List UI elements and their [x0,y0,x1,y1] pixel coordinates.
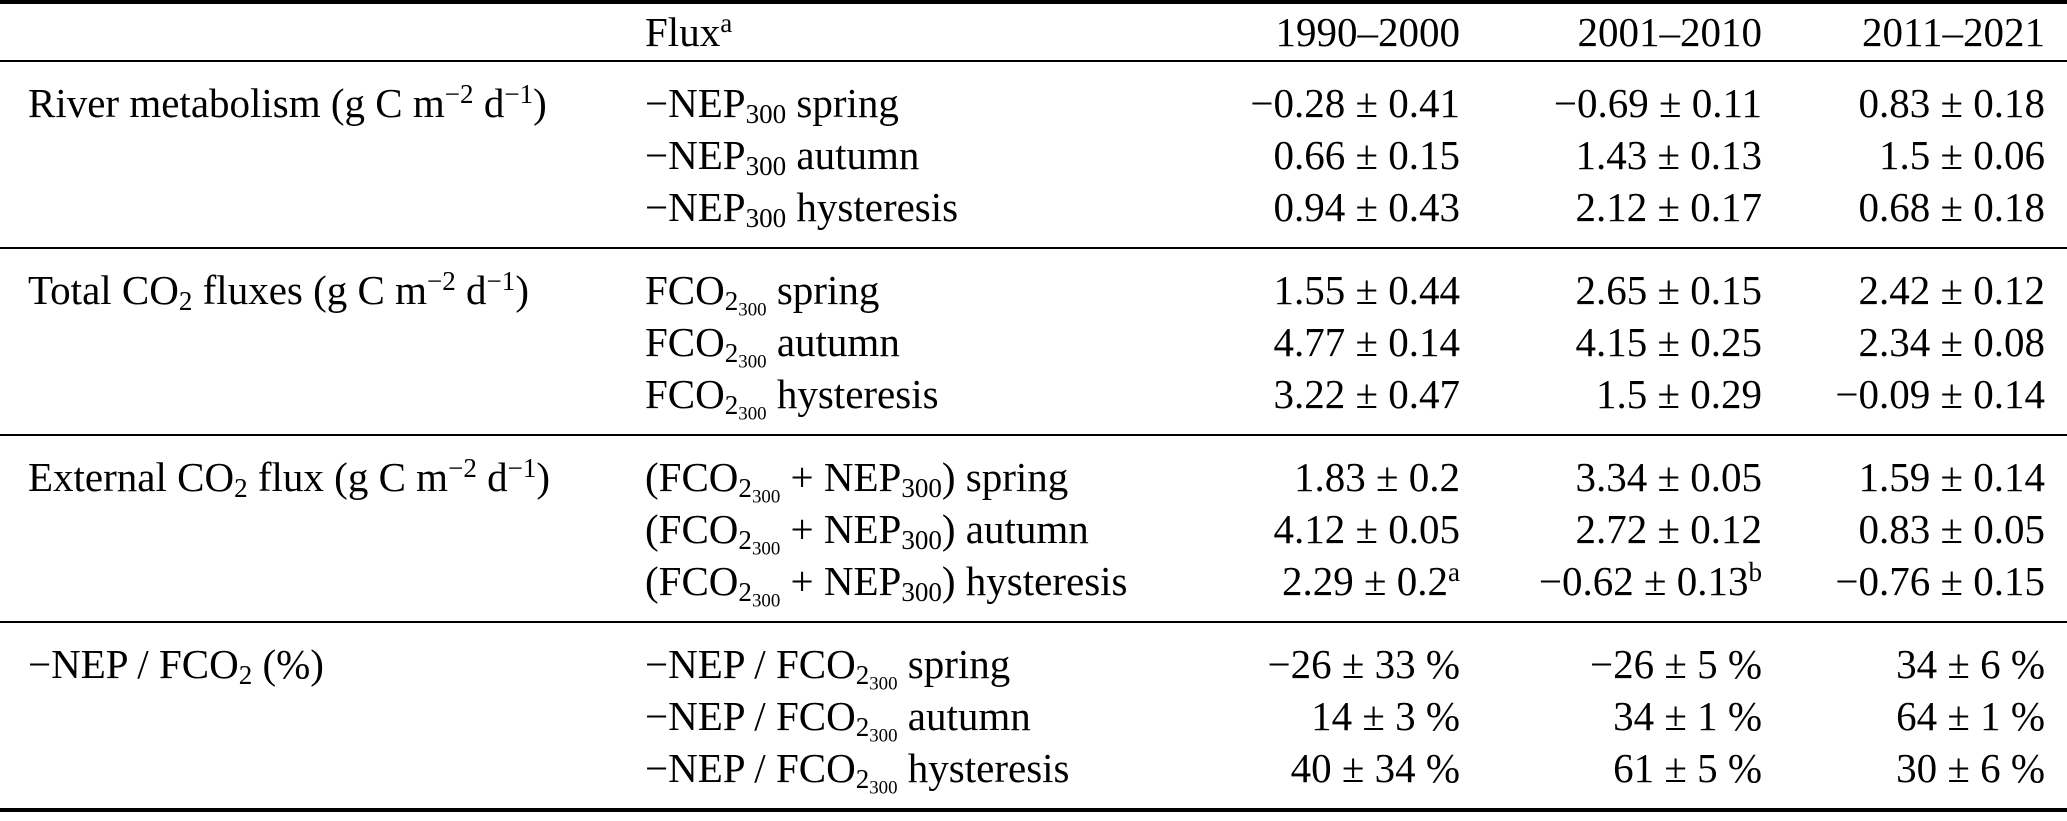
value-cell: 2.29 ± 0.2a [1281,556,1460,604]
value-cell: 34 ± 6 % [1762,621,2067,690]
value-cell: −0.62 ± 0.13b [1538,556,1762,604]
flux-label: FCO2300 autumn [645,319,900,373]
table-header-row: Fluxa 1990–2000 2001–2010 2011–2021 [0,2,2067,62]
value-cell: 0.68 ± 0.18 [1858,184,2045,230]
header-period-column-1: 1990–2000 [1100,2,1460,62]
header-group-column [0,2,630,62]
value-cell: 4.77 ± 0.14 [1273,319,1460,365]
flux-label: −NEP / FCO2300 hysteresis [645,745,1070,799]
table-row: FCO2300 hysteresis 3.22 ± 0.47 1.5 ± 0.29 −… [0,368,2067,435]
value-cell: −0.09 ± 0.14 [1835,371,2045,417]
header-period-column-2: 2001–2010 [1460,2,1762,62]
row-group-label [0,368,630,435]
value-cell: −26 ± 33 % [1100,621,1460,690]
value-cell: 30 ± 6 % [1896,745,2045,791]
value-cell: 1.5 ± 0.29 [1595,371,1762,417]
header-flux-column: Fluxa [630,2,1100,62]
header-period-column-3: 2011–2021 [1762,2,2067,62]
row-group-label [0,555,630,622]
table-row: River metabolism (g C m−2 d−1) −NEP300 sp… [0,60,2067,129]
table-row: −NEP300 hysteresis 0.94 ± 0.43 2.12 ± 0.17… [0,181,2067,248]
table-row: −NEP / FCO2300 autumn 14 ± 3 % 34 ± 1 % 64 … [0,690,2067,747]
table-header: Fluxa 1990–2000 2001–2010 2011–2021 [0,2,2067,62]
flux-label: −NEP300 autumn [645,132,920,181]
flux-label: FCO2300 hysteresis [645,371,939,425]
row-group-label [0,316,630,368]
value-cell: 1.55 ± 0.44 [1100,247,1460,316]
value-cell: 1.83 ± 0.2 [1100,434,1460,503]
value-cell: 1.43 ± 0.13 [1575,132,1762,178]
table-section: Total CO2 fluxes (g C m−2 d−1) FCO2300 sp… [0,247,2067,435]
value-cell: 0.94 ± 0.43 [1273,184,1460,230]
value-cell: −26 ± 5 % [1460,621,1762,690]
value-cell: 0.83 ± 0.05 [1858,506,2045,552]
flux-label: −NEP300 hysteresis [645,184,959,233]
flux-label: (FCO2300 + NEP300) spring [630,434,1100,507]
table-row: (FCO2300 + NEP300) autumn 4.12 ± 0.05 2.72… [0,503,2067,560]
value-cell: 4.12 ± 0.05 [1273,506,1460,552]
table-row: −NEP / FCO2300 hysteresis 40 ± 34 % 61 ± 5… [0,742,2067,810]
row-group-label: −NEP / FCO2 (%) [0,621,630,690]
table-section: −NEP / FCO2 (%) −NEP / FCO2300 spring −26 … [0,621,2067,810]
value-cell: 2.12 ± 0.17 [1575,184,1762,230]
row-group-label [0,742,630,810]
flux-label: (FCO2300 + NEP300) hysteresis [645,558,1128,612]
value-cell: 34 ± 1 % [1613,693,1762,739]
value-cell: 1.5 ± 0.06 [1878,132,2045,178]
flux-label: −NEP300 spring [630,60,1100,129]
flux-label: FCO2300 spring [630,247,1100,320]
table-row: External CO2 flux (g C m−2 d−1) (FCO2300 … [0,434,2067,507]
value-cell: 0.66 ± 0.15 [1273,132,1460,178]
value-cell: 14 ± 3 % [1311,693,1460,739]
row-group-label: River metabolism (g C m−2 d−1) [0,60,630,129]
row-group-label [0,129,630,181]
value-cell: 61 ± 5 % [1613,745,1762,791]
value-cell: 2.65 ± 0.15 [1460,247,1762,316]
table-section: River metabolism (g C m−2 d−1) −NEP300 sp… [0,60,2067,248]
table-row: Total CO2 fluxes (g C m−2 d−1) FCO2300 sp… [0,247,2067,320]
row-group-label: Total CO2 fluxes (g C m−2 d−1) [0,247,630,316]
table-row: (FCO2300 + NEP300) hysteresis 2.29 ± 0.2a… [0,555,2067,622]
table-section: External CO2 flux (g C m−2 d−1) (FCO2300 … [0,434,2067,622]
value-cell: −0.28 ± 0.41 [1100,60,1460,129]
value-cell: −0.76 ± 0.15 [1835,558,2045,604]
value-cell: 2.34 ± 0.08 [1858,319,2045,365]
value-cell: 40 ± 34 % [1290,745,1460,791]
flux-label: (FCO2300 + NEP300) autumn [645,506,1089,560]
value-cell: 2.72 ± 0.12 [1575,506,1762,552]
table-row: −NEP / FCO2 (%) −NEP / FCO2300 spring −26 … [0,621,2067,694]
value-cell: 2.42 ± 0.12 [1762,247,2067,316]
row-group-label [0,690,630,742]
value-cell: 1.59 ± 0.14 [1762,434,2067,503]
value-cell: −0.69 ± 0.11 [1460,60,1762,129]
value-cell: 64 ± 1 % [1896,693,2045,739]
table-row: −NEP300 autumn 0.66 ± 0.15 1.43 ± 0.13 1.5 … [0,129,2067,181]
row-group-label [0,503,630,555]
row-group-label [0,181,630,248]
flux-label: −NEP / FCO2300 spring [630,621,1100,694]
table-row: FCO2300 autumn 4.77 ± 0.14 4.15 ± 0.25 2.34… [0,316,2067,373]
flux-label: −NEP / FCO2300 autumn [645,693,1031,747]
value-cell: 3.22 ± 0.47 [1273,371,1460,417]
row-group-label: External CO2 flux (g C m−2 d−1) [0,434,630,503]
value-cell: 0.83 ± 0.18 [1762,60,2067,129]
value-cell: 4.15 ± 0.25 [1575,319,1762,365]
value-cell: 3.34 ± 0.05 [1460,434,1762,503]
